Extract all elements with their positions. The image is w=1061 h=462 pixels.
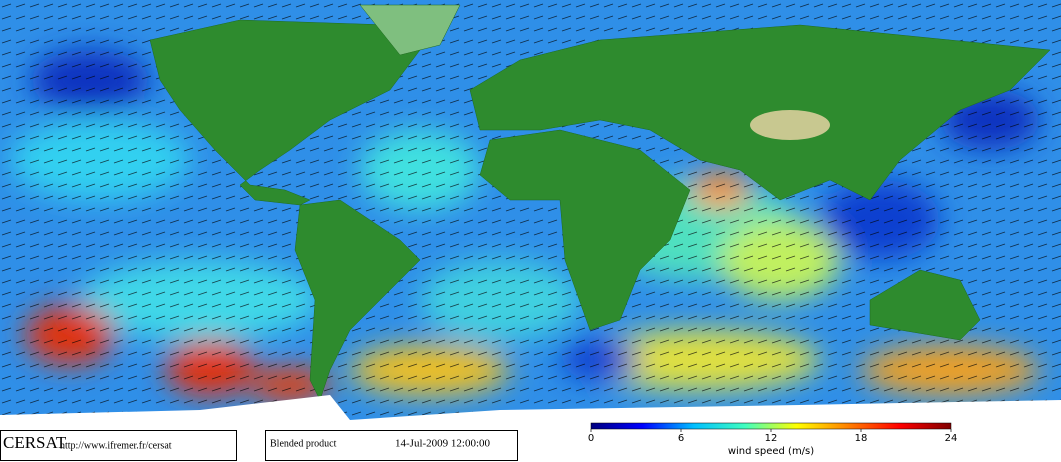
colorbar bbox=[590, 422, 952, 430]
credit-box bbox=[0, 430, 237, 461]
product-name: Blended product bbox=[270, 438, 337, 449]
org-name: CERSAT bbox=[3, 433, 67, 452]
org-url: http://www.ifremer.fr/cersat bbox=[60, 440, 172, 451]
product-box bbox=[265, 430, 518, 461]
colorbar-tick-label: 12 bbox=[765, 433, 778, 444]
colorbar-tick-label: 18 bbox=[855, 433, 868, 444]
land bbox=[0, 4, 1061, 430]
colorbar-tick-label: 6 bbox=[678, 433, 684, 444]
colorbar-tick-label: 24 bbox=[945, 433, 958, 444]
colorbar-tick-label: 0 bbox=[588, 433, 594, 444]
colorbar-label: wind speed (m/s) bbox=[728, 446, 814, 457]
product-date: 14-Jul-2009 12:00:00 bbox=[395, 438, 491, 450]
